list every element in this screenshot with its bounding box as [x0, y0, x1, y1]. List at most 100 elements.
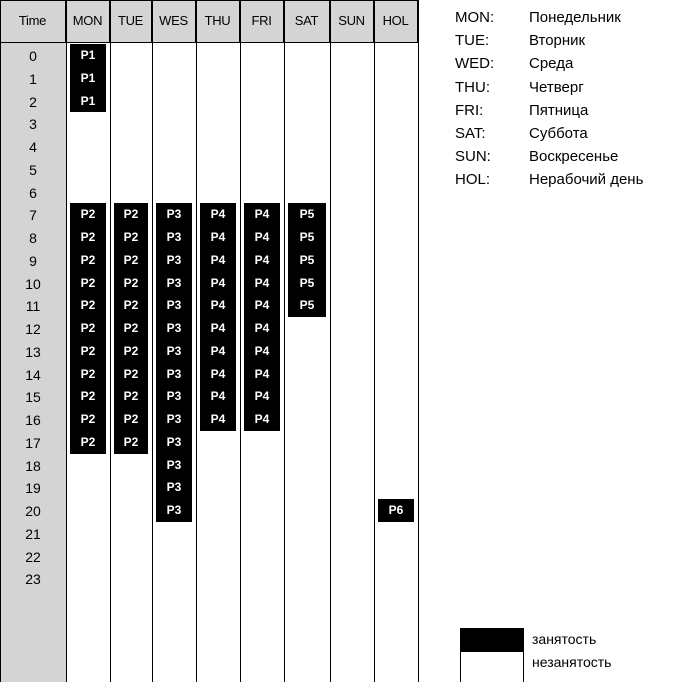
- occupied-cell-label: P3: [166, 252, 182, 267]
- occupied-cell-label: P4: [254, 343, 270, 358]
- occupied-cell-label: P2: [123, 275, 139, 290]
- occupied-cell-label: P4: [254, 366, 270, 381]
- occupied-cell-label: P4: [210, 389, 226, 404]
- hour-label: 17: [25, 434, 41, 451]
- legend-name: Суббота: [529, 125, 588, 142]
- grid-top-line: [0, 0, 419, 1]
- header-day-hol: HOL: [374, 0, 418, 42]
- legend-code: MON:: [455, 9, 495, 26]
- occupied-cell-label: P3: [166, 457, 182, 472]
- grid-vline: [330, 0, 331, 682]
- occupied-cell-label: P4: [254, 298, 270, 313]
- grid-vline: [374, 0, 375, 682]
- hour-label: 11: [25, 298, 41, 315]
- grid-header-line: [0, 42, 419, 43]
- legend-name: Среда: [529, 55, 574, 73]
- occupied-cell-label: P3: [166, 275, 182, 290]
- hour-label: 14: [25, 366, 41, 383]
- occupied-cell-label: P3: [166, 434, 182, 449]
- occupied-cell-label: P2: [123, 389, 139, 404]
- occupied-cell-label: P2: [80, 389, 96, 404]
- occupied-cell-label: P3: [166, 207, 182, 222]
- hour-label: 19: [25, 480, 41, 497]
- occupied-cell-label: P4: [210, 343, 226, 358]
- occupied-cell-label: P3: [166, 366, 182, 381]
- grid-vline: [0, 0, 1, 682]
- occupied-cell-label: P3: [166, 389, 182, 404]
- occupied-cell-label: P4: [210, 207, 226, 222]
- occupied-block-mon-p1: [70, 44, 106, 113]
- occupied-cell-label: P5: [299, 298, 315, 313]
- occupied-cell-label: P5: [299, 252, 315, 267]
- occupied-cell-label: P2: [123, 412, 139, 426]
- legend-code: SAT:: [455, 125, 486, 142]
- hour-label: 6: [29, 184, 37, 201]
- occupied-block-tue-p2: [114, 203, 148, 454]
- occupied-cell-label: P3: [166, 480, 182, 495]
- legend-name: Понедельник: [529, 9, 621, 26]
- hour-label: 23: [25, 571, 41, 588]
- legend-code: FRI:: [455, 101, 484, 119]
- hour-label: 12: [25, 321, 41, 337]
- grid-vline: [66, 0, 67, 682]
- occupied-cell-label: P4: [254, 321, 270, 335]
- occupied-label: занятость: [532, 631, 597, 647]
- hour-label: 21: [25, 525, 41, 542]
- grid-vline: [110, 0, 111, 682]
- occupied-cell-label: P3: [166, 321, 182, 335]
- legend-code: THU:: [455, 78, 490, 96]
- hour-label: 9: [29, 252, 37, 269]
- hour-label: 20: [25, 503, 41, 519]
- occupied-cell-label: P4: [210, 366, 226, 381]
- occupied-cell-label: P2: [80, 252, 96, 267]
- hour-label: 8: [29, 230, 37, 246]
- legend-code: WED:: [455, 55, 495, 73]
- occupied-cell-label: P2: [123, 298, 139, 313]
- occupied-cell-label: P2: [80, 343, 96, 358]
- occupied-cell-label: P4: [254, 207, 270, 222]
- occupied-cell-label: P2: [123, 343, 139, 358]
- occupied-cell-label: P2: [80, 275, 96, 290]
- occupied-cell-label: P2: [80, 207, 96, 222]
- legend-name: Воскресенье: [529, 148, 619, 166]
- legend-name: Вторник: [529, 32, 586, 50]
- occupied-block-wes-p3: [156, 203, 192, 522]
- grid-vline: [418, 0, 419, 682]
- occupied-cell-label: P4: [210, 298, 226, 313]
- time-column: [0, 42, 66, 682]
- occupied-cell-label: P2: [123, 366, 139, 381]
- occupied-cell-label: P4: [210, 275, 226, 290]
- occupied-cell-label: P5: [299, 207, 315, 222]
- legend-code: TUE:: [455, 32, 490, 50]
- occupied-cell-label: P4: [210, 412, 226, 426]
- legend-code: SUN:: [455, 148, 491, 166]
- header-day-fri: FRI: [240, 0, 284, 42]
- occupied-cell-label: P1: [80, 93, 96, 108]
- occupied-cell-label: P3: [166, 230, 182, 244]
- occupied-cell-label: P6: [388, 503, 404, 517]
- occupied-cell-label: P4: [210, 321, 226, 335]
- hour-label: 5: [29, 161, 37, 178]
- occupied-block-fri-p4: [244, 203, 280, 431]
- occupied-block-thu-p4: [200, 203, 236, 431]
- hour-label: 2: [29, 93, 37, 110]
- grid-vline: [240, 0, 241, 682]
- header-day-tue: TUE: [110, 0, 152, 42]
- grid-vline: [284, 0, 285, 682]
- occupied-cell-label: P2: [123, 230, 139, 244]
- legend-name: Четверг: [529, 78, 584, 96]
- hour-label: 0: [29, 48, 37, 64]
- occupied-cell-label: P3: [166, 412, 182, 426]
- hour-label: 7: [29, 207, 37, 224]
- occupied-cell-label: P2: [123, 321, 139, 335]
- occupied-cell-label: P2: [80, 434, 96, 449]
- free-label: незанятость: [532, 654, 612, 670]
- header-day-sun: SUN: [330, 0, 374, 42]
- occupied-swatch: [460, 628, 524, 652]
- occupied-cell-label: P4: [254, 252, 270, 267]
- occupied-cell-label: P2: [123, 207, 139, 222]
- header-day-mon: MON: [66, 0, 110, 42]
- occupied-cell-label: P5: [299, 230, 315, 244]
- hour-label: 13: [25, 343, 41, 360]
- occupied-cell-label: P4: [254, 389, 270, 404]
